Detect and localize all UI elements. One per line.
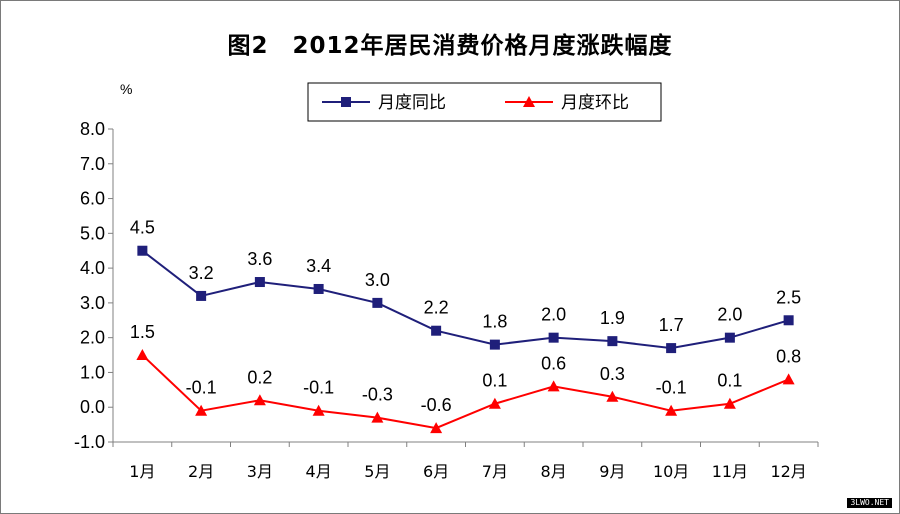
data-label: 0.1 [482, 371, 507, 391]
x-tick-label: 2月 [188, 462, 214, 481]
data-label: 2.2 [424, 298, 449, 318]
data-labels: 4.5 3.2 3.6 3.4 3.0 2.2 1.8 2.0 1.9 1.7 2.0 2.5 1.5 -… [130, 218, 801, 415]
data-point-triangle [430, 422, 443, 434]
data-point-square [666, 343, 677, 354]
series-line-2 [141, 354, 790, 430]
data-label: -0.3 [362, 385, 393, 405]
data-point-square [783, 315, 794, 326]
data-point-square [137, 245, 148, 256]
data-label: 3.0 [365, 270, 390, 290]
data-point-triangle [547, 380, 560, 392]
y-tick-label: 5.0 [80, 223, 105, 243]
x-tick-label: 7月 [482, 462, 508, 481]
data-label: -0.6 [421, 395, 452, 415]
data-label: 0.3 [600, 364, 625, 384]
x-tick-label: 10月 [653, 462, 689, 481]
y-tick-label: 8.0 [80, 119, 105, 139]
data-label: 2.0 [541, 305, 566, 325]
x-tick-label: 3月 [247, 462, 273, 481]
data-label: 1.8 [482, 312, 507, 332]
data-label: -0.1 [656, 378, 687, 398]
y-tick-label: 1.0 [80, 362, 105, 382]
data-label: 0.2 [247, 367, 272, 387]
data-point-square [548, 332, 559, 343]
x-tick-label: 8月 [541, 462, 567, 481]
y-tick-label: -1.0 [74, 432, 105, 452]
series-lines [141, 249, 790, 430]
x-tick-labels: 1月 2月 3月 4月 5月 6月 7月 8月 9月 10月 11月 12月 [129, 462, 807, 481]
data-point-triangle [723, 397, 736, 409]
data-point-square [607, 336, 618, 347]
axes [108, 128, 819, 447]
data-label: 3.2 [189, 263, 214, 283]
data-point-triangle [606, 390, 619, 402]
data-point-triangle [195, 404, 208, 416]
y-tick-labels: 8.0 7.0 6.0 5.0 4.0 3.0 2.0 1.0 0.0 -1.0 [74, 119, 105, 452]
x-tick-label: 5月 [364, 462, 390, 481]
y-tick-label: 4.0 [80, 258, 105, 278]
data-point-square [724, 332, 735, 343]
x-tick-label: 1月 [129, 462, 155, 481]
data-point-triangle [136, 349, 149, 361]
data-label: 3.6 [247, 249, 272, 269]
data-point-square [431, 325, 442, 336]
data-point-triangle [371, 411, 384, 423]
y-tick-label: 3.0 [80, 293, 105, 313]
data-point-triangle [253, 394, 266, 406]
x-tick-label: 12月 [770, 462, 806, 481]
data-label: 1.9 [600, 308, 625, 328]
legend-marker-triangle [523, 96, 535, 107]
data-point-square [254, 277, 265, 288]
data-point-square [313, 283, 324, 294]
data-point-triangle [665, 404, 678, 416]
markers [136, 245, 795, 434]
data-label: 2.5 [776, 287, 801, 307]
data-label: 0.8 [776, 346, 801, 366]
data-label: -0.1 [186, 378, 217, 398]
data-label: 2.0 [717, 305, 742, 325]
data-point-triangle [488, 397, 501, 409]
unit-label: % [120, 81, 132, 97]
data-point-triangle [312, 404, 325, 416]
legend-label: 月度同比 [378, 93, 446, 113]
y-tick-label: 6.0 [80, 189, 105, 209]
y-tick-label: 0.0 [80, 397, 105, 417]
data-label: 1.7 [659, 315, 684, 335]
x-tick-label: 9月 [599, 462, 625, 481]
data-point-square [372, 297, 383, 308]
data-label: 3.4 [306, 256, 331, 276]
y-tick-label: 7.0 [80, 154, 105, 174]
data-point-triangle [782, 373, 795, 385]
legend: 月度同比 月度环比 [307, 82, 662, 122]
y-tick-label: 2.0 [80, 328, 105, 348]
chart-title: 图2 2012年居民消费价格月度涨跌幅度 [227, 33, 673, 59]
data-point-square [196, 290, 207, 301]
data-label: 4.5 [130, 218, 155, 238]
data-label: 0.1 [717, 371, 742, 391]
data-label: 0.6 [541, 353, 566, 373]
data-label: -0.1 [303, 378, 334, 398]
data-label: 1.5 [130, 322, 155, 342]
series-line-1 [141, 249, 789, 350]
x-tick-label: 11月 [712, 462, 748, 481]
watermark: 3LWO.NET [847, 498, 892, 508]
x-tick-label: 4月 [306, 462, 332, 481]
data-point-square [489, 339, 500, 350]
legend-marker-square [341, 97, 351, 107]
x-tick-label: 6月 [423, 462, 449, 481]
legend-label: 月度环比 [561, 93, 629, 113]
